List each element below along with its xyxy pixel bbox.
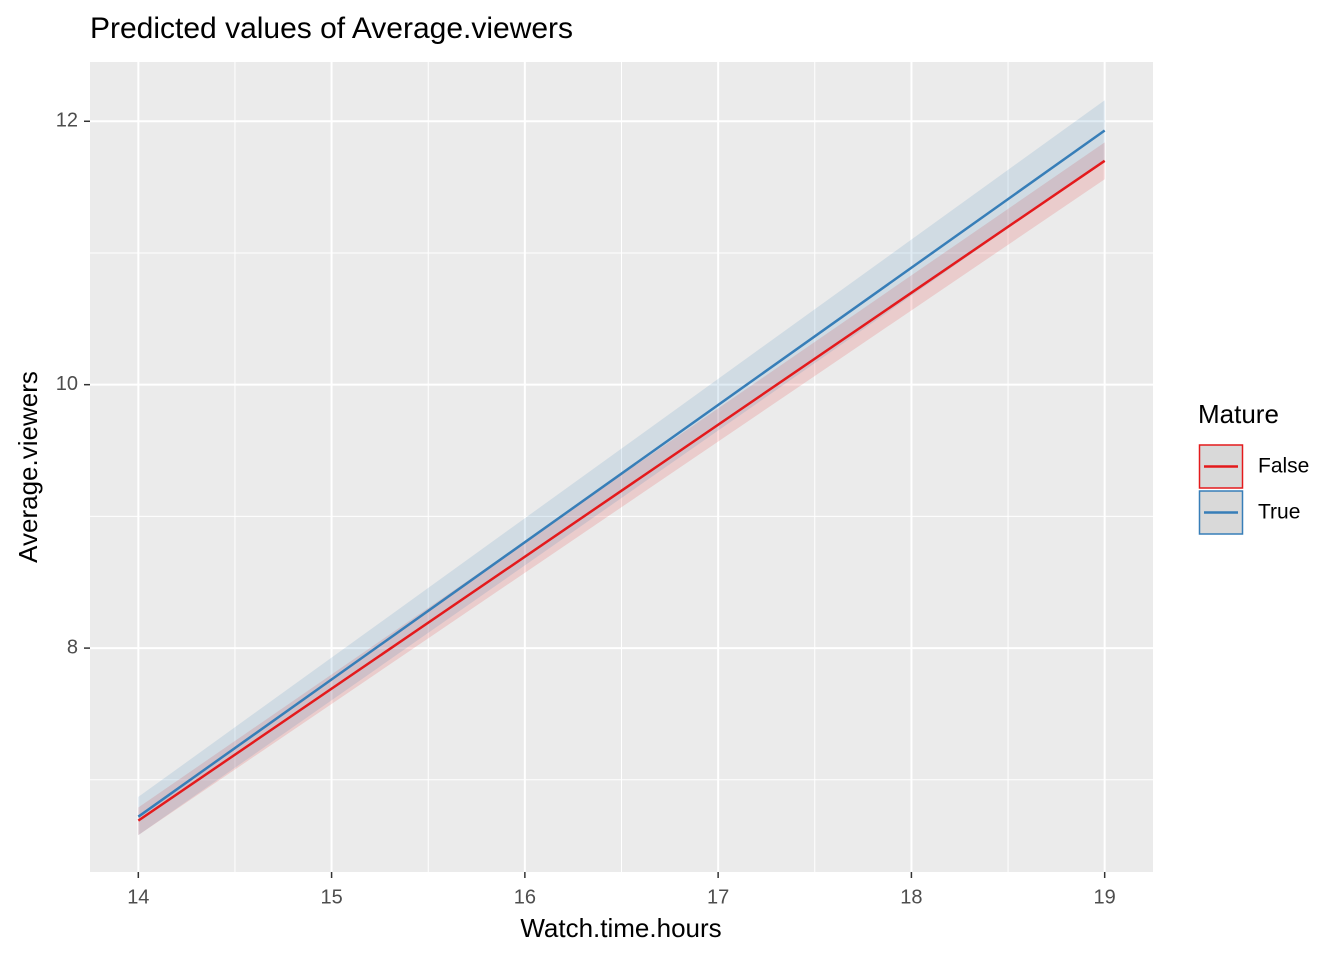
x-tick-label: 14	[127, 886, 149, 908]
x-tick-label: 17	[707, 886, 729, 908]
x-tick-label: 18	[900, 886, 922, 908]
x-tick-label: 16	[514, 886, 536, 908]
marks	[137, 100, 1106, 836]
x-tick-label: 19	[1094, 886, 1116, 908]
y-tick-label: 12	[56, 110, 78, 132]
legend-title: Mature	[1198, 399, 1279, 429]
x-axis-label: Watch.time.hours	[520, 913, 721, 943]
legend: False True	[1198, 444, 1309, 535]
y-tick-label: 10	[56, 373, 78, 395]
y-tick-label: 8	[67, 636, 78, 658]
legend-label: False	[1258, 455, 1309, 478]
y-axis-label: Average.viewers	[13, 371, 43, 563]
confidence-band	[138, 100, 1105, 836]
line	[137, 159, 1106, 822]
chart-title: Predicted values of Average.viewers	[90, 12, 573, 45]
line	[137, 129, 1106, 818]
x-tick-label: 15	[320, 886, 342, 908]
legend-label: True	[1258, 501, 1300, 524]
confidence-band	[138, 142, 1105, 836]
grid	[90, 62, 1153, 872]
